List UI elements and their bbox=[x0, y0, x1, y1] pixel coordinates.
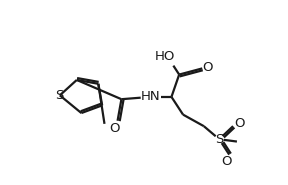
Text: O: O bbox=[222, 155, 232, 168]
Text: HO: HO bbox=[155, 50, 175, 63]
Text: S: S bbox=[55, 89, 63, 102]
Text: HN: HN bbox=[141, 90, 160, 103]
Text: S: S bbox=[215, 133, 223, 146]
Text: O: O bbox=[109, 122, 120, 135]
Text: O: O bbox=[202, 61, 213, 74]
Text: O: O bbox=[234, 117, 245, 130]
